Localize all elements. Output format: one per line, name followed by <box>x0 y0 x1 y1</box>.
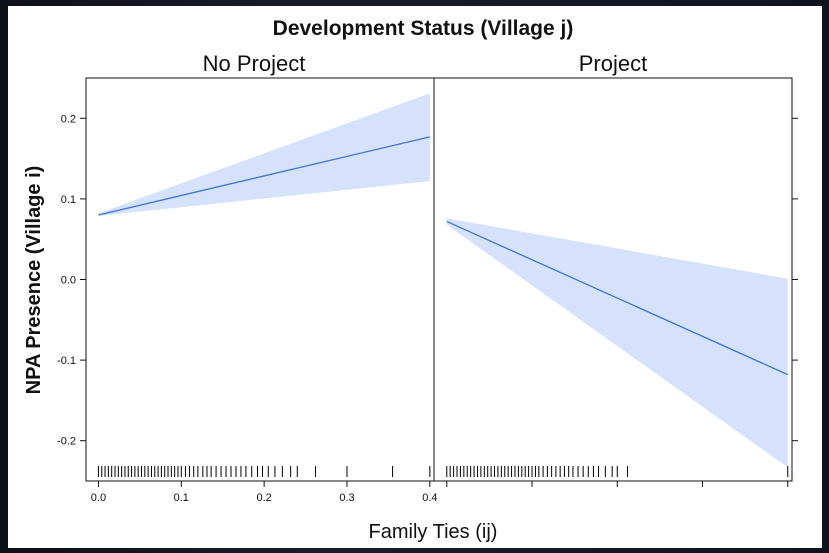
fit-line-0 <box>98 136 431 216</box>
panel-title-project: Project <box>579 51 647 76</box>
panel-title-no-project: No Project <box>203 51 306 76</box>
y-tick-label: 0.0 <box>61 275 76 287</box>
fit-line-1 <box>446 220 789 376</box>
y-tick-label: -0.2 <box>57 436 76 448</box>
chart-svg: Development Status (Village j) No Projec… <box>23 17 798 543</box>
chart-title: Development Status (Village j) <box>273 17 574 40</box>
plot-card: Development Status (Village j) No Projec… <box>8 6 822 548</box>
x-tick-label: 0.3 <box>339 492 354 504</box>
x-tick-label: 0.2 <box>256 492 271 504</box>
y-axis: 0.2 0.1 0.0 -0.1 -0.2 <box>57 113 798 448</box>
x-tick-label: 0.1 <box>174 492 189 504</box>
x-tick-label: 0.0 <box>91 492 106 504</box>
x-axis-label: Family Ties (ij) <box>369 521 498 543</box>
x-tick-label: 0.4 <box>422 492 437 504</box>
confidence-band-1 <box>446 218 788 468</box>
y-tick-label: -0.1 <box>57 355 76 367</box>
panel-project <box>433 77 793 482</box>
panel-no-project <box>85 77 435 482</box>
x-axis: 0.0 0.1 0.2 0.3 0.4 <box>91 481 789 504</box>
y-axis-label: NPA Presence (Village i) <box>23 166 45 395</box>
y-tick-label: 0.2 <box>61 113 76 125</box>
y-tick-label: 0.1 <box>61 194 76 206</box>
confidence-band-0 <box>98 93 430 216</box>
